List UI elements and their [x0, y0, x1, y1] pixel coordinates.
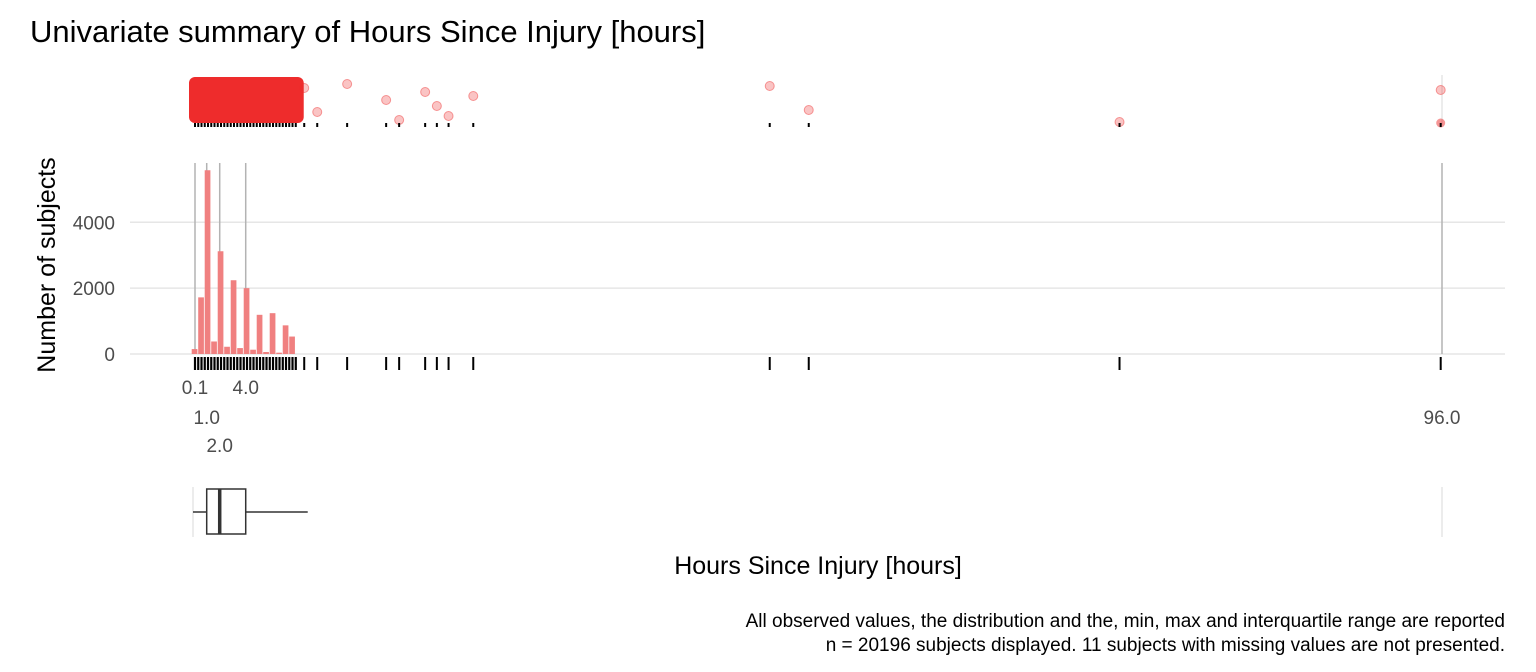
data-point [312, 107, 323, 117]
histogram-bar [198, 297, 204, 354]
y-tick-label: 2000 [73, 279, 115, 300]
data-point [803, 105, 814, 115]
x-tick-label: 96.0 [1424, 408, 1461, 429]
data-point [342, 79, 353, 89]
data-point [420, 87, 431, 97]
chart-title: Univariate summary of Hours Since Injury… [30, 14, 705, 49]
x-tick-label: 0.1 [182, 378, 208, 399]
data-point [468, 91, 479, 101]
histogram-bar [256, 314, 263, 354]
histogram-panel: 0 2000 4000 [73, 163, 1505, 370]
histogram-bar [211, 341, 217, 354]
histogram-bar [282, 325, 289, 354]
histogram-bar [276, 352, 282, 354]
dense-points-band [189, 77, 304, 123]
histogram-bar [263, 352, 269, 354]
data-point [1435, 85, 1446, 95]
y-tick-label: 0 [104, 345, 115, 366]
caption-line-2: n = 20196 subjects displayed. 11 subject… [826, 635, 1505, 656]
data-point [764, 81, 775, 91]
histogram-bar [217, 251, 224, 354]
boxplot-panel [192, 487, 1443, 537]
histogram-bar [230, 280, 237, 354]
data-point [299, 83, 310, 93]
strip-panel [189, 75, 1446, 128]
data-point [381, 95, 392, 105]
x-tick-label: 2.0 [206, 436, 232, 457]
caption-line-1: All observed values, the distribution an… [746, 611, 1505, 632]
x-tick-label: 1.0 [193, 408, 219, 429]
x-tick-labels: 0.1 4.0 1.0 96.0 2.0 [182, 378, 1461, 457]
data-point [443, 111, 454, 121]
x-axis-title: Hours Since Injury [hours] [674, 552, 962, 580]
histogram-bar [269, 313, 276, 354]
data-point [431, 101, 442, 111]
histogram-bar [250, 349, 256, 354]
histogram-bar [191, 349, 198, 354]
interquartile-box [205, 488, 247, 535]
histogram-bar [289, 336, 295, 354]
y-axis-title: Number of subjects [33, 157, 61, 372]
histogram-bar [204, 170, 211, 354]
x-tick-label: 4.0 [233, 378, 259, 399]
y-tick-label: 4000 [73, 213, 115, 234]
histogram-bar [237, 348, 243, 354]
histogram-bar [243, 288, 250, 354]
histogram-bar [224, 346, 230, 354]
